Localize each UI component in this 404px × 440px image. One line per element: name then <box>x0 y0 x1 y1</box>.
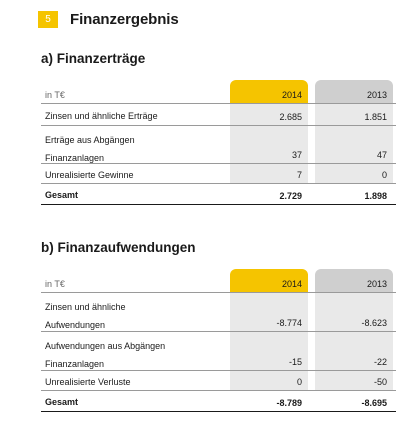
value-2014: -15 <box>230 332 308 370</box>
total-2014: 2.729 <box>279 191 302 201</box>
table-a-title: a) Finanzerträge <box>41 51 146 66</box>
table-row: Zinsen und ähnliche Aufwendungen -8.774 … <box>41 293 396 332</box>
value-2013: 0 <box>315 164 393 183</box>
value-2014: 0 <box>230 371 308 390</box>
table-row: Erträge aus Abgängen Finanzanlagen 37 47 <box>41 126 396 164</box>
page-header: 5 Finanzergebnis <box>38 10 179 28</box>
table-total-row: Gesamt -8.789 -8.695 <box>41 391 396 412</box>
table-row: Unrealisierte Gewinne 7 0 <box>41 164 396 184</box>
value-2013: 1.851 <box>315 104 393 125</box>
total-2014: -8.789 <box>276 398 302 408</box>
value-2013: -8.623 <box>315 293 393 331</box>
table-row: Unrealisierte Verluste 0 -50 <box>41 371 396 391</box>
table-total-row: Gesamt 2.729 1.898 <box>41 184 396 205</box>
column-header-2014: 2014 <box>230 80 308 103</box>
column-header-2013: 2013 <box>315 269 393 292</box>
unit-label: in T€ <box>45 279 65 289</box>
value-2013: 47 <box>315 126 393 163</box>
value-2013: -50 <box>315 371 393 390</box>
page-title: Finanzergebnis <box>70 10 179 28</box>
total-2013: 1.898 <box>364 191 387 201</box>
table-b-title: b) Finanzaufwendungen <box>41 240 196 255</box>
column-header-2014: 2014 <box>230 269 308 292</box>
table-row: Zinsen und ähnliche Erträge 2.685 1.851 <box>41 104 396 126</box>
table-b: in T€ 2014 2013 Zinsen und ähnliche Aufw… <box>41 269 396 412</box>
total-2013: -8.695 <box>361 398 387 408</box>
table-a-header-row: in T€ 2014 2013 <box>41 80 396 104</box>
column-header-2013: 2013 <box>315 80 393 103</box>
value-2013: -22 <box>315 332 393 370</box>
value-2014: 37 <box>230 126 308 163</box>
table-a: in T€ 2014 2013 Zinsen und ähnliche Ertr… <box>41 80 396 205</box>
total-label: Gesamt <box>45 190 79 200</box>
table-row: Aufwendungen aus Abgängen Finanzanlagen … <box>41 332 396 371</box>
value-2014: 2.685 <box>230 104 308 125</box>
section-number-badge: 5 <box>38 10 58 28</box>
value-2014: 7 <box>230 164 308 183</box>
table-b-header-row: in T€ 2014 2013 <box>41 269 396 293</box>
unit-label: in T€ <box>45 90 65 100</box>
total-label: Gesamt <box>45 397 79 407</box>
value-2014: -8.774 <box>230 293 308 331</box>
